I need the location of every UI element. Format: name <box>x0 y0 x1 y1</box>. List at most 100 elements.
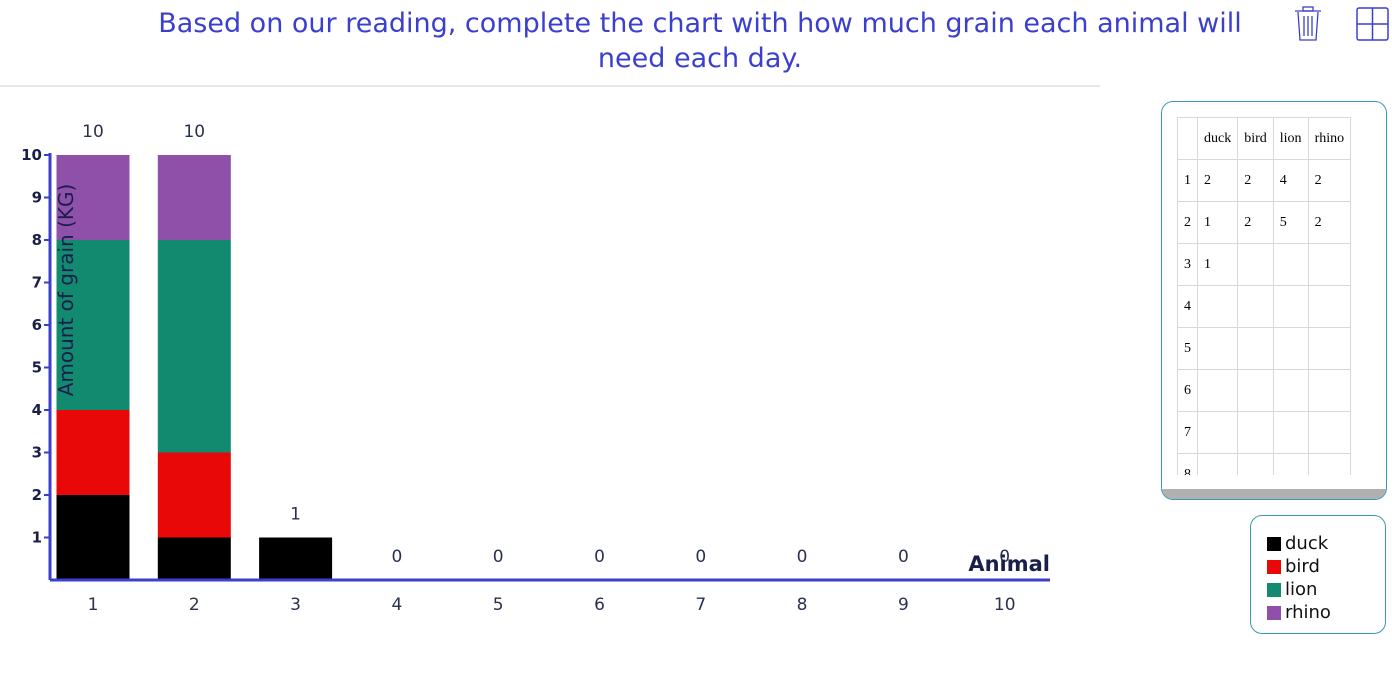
total-label: 0 <box>391 547 402 567</box>
table-row: 6 <box>1177 369 1352 412</box>
trash-icon[interactable] <box>1295 6 1321 41</box>
legend-item: rhino <box>1267 601 1385 624</box>
column-header: rhino <box>1307 117 1352 160</box>
x-tick-label: 4 <box>391 595 402 615</box>
table-cell: 2 <box>1237 159 1274 202</box>
data-table: duck bird lion rhino 1 2 2 4 2 2 1 2 5 2 3 1 4 5 6 7 8 <box>1177 117 1352 475</box>
column-header: bird <box>1237 117 1274 160</box>
legend-swatch <box>1267 605 1281 620</box>
bar-segment <box>157 537 231 580</box>
table-cell: 2 <box>1237 201 1274 244</box>
table-cell: 2 <box>1307 159 1352 202</box>
table-cell[interactable] <box>1307 369 1352 412</box>
y-tick-label: 5 <box>32 359 42 377</box>
bar-segment <box>56 240 130 410</box>
bar-segment <box>157 155 231 240</box>
table-row: 5 <box>1177 327 1352 370</box>
legend-label: bird <box>1285 556 1320 577</box>
total-label: 0 <box>493 547 504 567</box>
table-cell[interactable] <box>1196 369 1239 412</box>
bar-segment <box>157 452 231 538</box>
table-cell[interactable] <box>1272 285 1309 328</box>
bar-segment <box>157 240 231 453</box>
y-tick-label: 9 <box>32 189 42 207</box>
total-label: 10 <box>82 122 104 142</box>
row-number: 7 <box>1177 411 1198 454</box>
table-header-row: duck bird lion rhino <box>1177 117 1352 160</box>
bar-segment <box>56 495 130 580</box>
x-tick-label: 9 <box>898 595 909 615</box>
table-cell[interactable] <box>1196 327 1239 370</box>
table-cell[interactable] <box>1272 453 1309 475</box>
x-tick-label: 10 <box>994 595 1016 615</box>
row-number: 1 <box>1177 159 1198 202</box>
scrollbar[interactable] <box>1162 489 1386 499</box>
table-cell[interactable] <box>1237 411 1274 454</box>
table-cell[interactable] <box>1307 327 1352 370</box>
table-cell[interactable] <box>1196 285 1239 328</box>
layout-icon[interactable] <box>1356 7 1389 41</box>
table-cell: 2 <box>1307 201 1352 244</box>
row-number: 8 <box>1177 453 1198 475</box>
y-tick-label: 8 <box>32 231 42 249</box>
table-cell[interactable] <box>1237 285 1274 328</box>
total-label: 0 <box>999 547 1010 567</box>
y-tick-label: 10 <box>21 146 42 164</box>
table-cell[interactable] <box>1237 369 1274 412</box>
table-cell[interactable] <box>1307 411 1352 454</box>
table-row: 8 <box>1177 453 1352 475</box>
bar-segment <box>259 537 333 580</box>
total-label: 0 <box>898 547 909 567</box>
y-axis-label: Amount of grain (KG) <box>54 184 78 397</box>
x-axis-label: Animal <box>968 552 1050 576</box>
total-label: 1 <box>290 505 301 525</box>
table-cell[interactable] <box>1196 453 1239 475</box>
table-cell[interactable] <box>1307 285 1352 328</box>
chart: 1 2 3 4 5 6 7 8 9 10 10 1 10 2 1 3 0 4 0 5 0 6 0 7 0 8 0 9 0 10 Amount… <box>0 85 1100 615</box>
total-label: 0 <box>594 547 605 567</box>
row-number: 4 <box>1177 285 1198 328</box>
table-scroll[interactable]: duck bird lion rhino 1 2 2 4 2 2 1 2 5 2 3 1 4 5 6 7 8 <box>1177 117 1377 475</box>
legend-label: lion <box>1285 579 1318 600</box>
header-title: Based on our reading, complete the chart… <box>158 8 1242 74</box>
y-tick-label: 2 <box>32 486 42 504</box>
bar-segment <box>56 410 130 495</box>
y-tick-label: 7 <box>32 274 42 292</box>
table-cell[interactable] <box>1196 411 1239 454</box>
table-cell: 4 <box>1272 159 1309 202</box>
table-cell: 1 <box>1196 243 1239 286</box>
table-cell[interactable] <box>1272 369 1309 412</box>
x-tick-label: 7 <box>695 595 706 615</box>
table-cell[interactable] <box>1307 243 1352 286</box>
table-cell[interactable] <box>1237 453 1274 475</box>
table-cell[interactable] <box>1237 243 1274 286</box>
x-tick-label: 8 <box>797 595 808 615</box>
row-number: 2 <box>1177 201 1198 244</box>
y-tick-label: 6 <box>32 316 42 334</box>
bar-segment <box>56 155 130 240</box>
table-cell[interactable] <box>1237 327 1274 370</box>
toolbar <box>1295 6 1389 41</box>
total-label: 10 <box>183 122 205 142</box>
table-cell: 5 <box>1272 201 1309 244</box>
row-number: 5 <box>1177 327 1198 370</box>
legend-swatch <box>1267 536 1281 551</box>
table-cell[interactable] <box>1272 243 1309 286</box>
table-row: 4 <box>1177 285 1352 328</box>
legend-label: rhino <box>1285 602 1331 623</box>
y-tick-label: 1 <box>32 529 42 547</box>
x-tick-label: 3 <box>290 595 301 615</box>
table-cell[interactable] <box>1272 327 1309 370</box>
y-tick-label: 3 <box>32 444 42 462</box>
column-header: duck <box>1196 117 1239 160</box>
table-cell[interactable] <box>1307 453 1352 475</box>
table-row: 7 <box>1177 411 1352 454</box>
table-cell[interactable] <box>1272 411 1309 454</box>
x-tick-label: 6 <box>594 595 605 615</box>
row-number: 6 <box>1177 369 1198 412</box>
legend-swatch <box>1267 559 1281 574</box>
